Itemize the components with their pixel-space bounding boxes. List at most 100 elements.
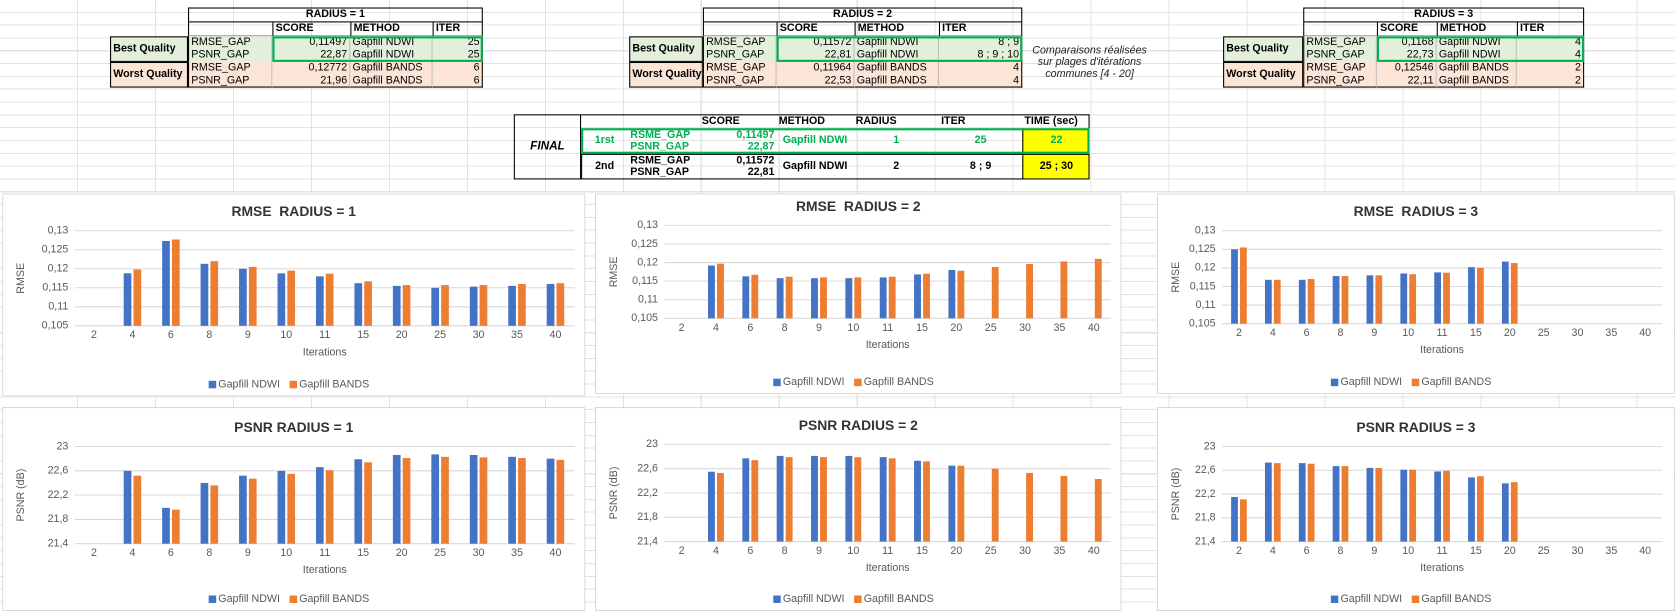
bar <box>751 460 759 542</box>
table-cell: Gapfill NDWI <box>854 49 939 62</box>
bar <box>1443 272 1450 324</box>
legend-label: Gapfill BANDS <box>1421 593 1491 605</box>
x-tick-label: 20 <box>1504 327 1516 339</box>
score: 0,11497 <box>736 129 775 141</box>
group-label: Worst Quality <box>1223 61 1304 88</box>
bar <box>392 285 401 326</box>
bar <box>879 277 887 319</box>
x-tick-label: 6 <box>168 329 174 341</box>
x-tick-label: 35 <box>1605 545 1617 557</box>
bar <box>991 267 999 319</box>
group-label: Best Quality <box>629 36 703 62</box>
bar <box>469 286 478 326</box>
x-tick-label: 35 <box>1053 545 1065 557</box>
bar <box>914 274 921 319</box>
bar <box>1501 261 1509 324</box>
legend-label: Gapfill BANDS <box>864 593 934 605</box>
bar <box>1400 273 1408 324</box>
x-tick-label: 9 <box>816 545 822 557</box>
y-tick-label: 0,13 <box>48 225 69 237</box>
table-cell: Gapfill BANDS <box>1436 74 1517 88</box>
score: 22,87 <box>747 141 775 153</box>
bar <box>1366 467 1374 542</box>
y-tick-label: 0,12 <box>637 256 658 268</box>
bar <box>991 468 999 542</box>
legend-label: Gapfill NDWI <box>783 593 845 605</box>
y-tick-label: 0,115 <box>632 275 658 287</box>
bar <box>923 461 930 542</box>
y-tick-label: 0,105 <box>1189 317 1216 329</box>
table-cell: RMSE_GAP <box>188 36 273 50</box>
bar <box>1409 469 1417 542</box>
legend-swatch <box>854 595 862 603</box>
y-tick-label: 0,12 <box>1195 262 1216 274</box>
table-cell: 0,11497 <box>272 36 351 50</box>
method: Gapfill NDWI <box>782 134 848 147</box>
bar <box>239 475 247 544</box>
chart-title: RMSE RADIUS = 1 <box>231 203 356 219</box>
x-tick-label: 8 <box>206 329 212 341</box>
x-tick-label: 6 <box>1304 545 1310 557</box>
header-cell: TIME (sec) <box>1024 114 1078 127</box>
bar <box>957 270 965 319</box>
x-tick-label: 35 <box>511 329 523 341</box>
x-tick-label: 6 <box>168 547 174 559</box>
bar <box>811 278 818 319</box>
x-tick-label: 11 <box>319 329 330 341</box>
bar <box>1375 275 1383 324</box>
header-cell: METHOD <box>854 22 939 37</box>
bar <box>441 456 449 544</box>
header-cell: ITER <box>941 114 966 127</box>
bar <box>469 455 478 544</box>
x-tick-label: 10 <box>847 545 859 557</box>
legend-label: Gapfill NDWI <box>218 378 280 390</box>
x-tick-label: 6 <box>747 545 753 557</box>
x-axis-title: Iterations <box>866 339 910 351</box>
bar <box>171 239 180 326</box>
y-tick-label: 21,4 <box>637 535 658 547</box>
x-tick-label: 35 <box>1053 322 1065 334</box>
table-cell: Gapfill BANDS <box>350 61 433 75</box>
x-tick-label: 6 <box>747 322 753 334</box>
bar <box>776 455 784 542</box>
table-cell: Gapfill NDWI <box>1436 49 1517 62</box>
bar <box>133 475 142 544</box>
bar <box>277 273 286 326</box>
table-title: RADIUS = 1 <box>188 7 483 23</box>
y-tick-label: 0,12 <box>48 263 69 275</box>
chart-title: RMSE RADIUS = 2 <box>796 198 921 214</box>
x-axis-title: Iterations <box>1420 562 1464 574</box>
x-tick-label: 10 <box>280 329 292 341</box>
table-cell: 6 <box>432 61 483 75</box>
y-tick-label: 0,105 <box>631 312 658 324</box>
x-tick-label: 4 <box>1270 327 1276 339</box>
table-cell: RMSE_GAP <box>1303 61 1377 75</box>
bar <box>287 473 296 544</box>
header-cell: SCORE <box>1376 22 1437 37</box>
y-axis-title: RMSE <box>15 263 27 294</box>
x-tick-label: 30 <box>1019 322 1031 334</box>
y-tick-label: 0,125 <box>631 238 658 250</box>
group-label: Worst Quality <box>629 61 703 88</box>
bar <box>508 285 516 326</box>
x-tick-label: 2 <box>91 329 97 341</box>
note: Comparaisons réalisées sur plages d'itér… <box>1032 44 1147 81</box>
chart: PSNR RADIUS = 1 21,4 21,8 22,2 22,6 23 2 4 6 8 9 10… <box>2 406 586 611</box>
bar <box>1341 466 1349 542</box>
x-tick-label: 4 <box>1270 545 1276 557</box>
table-cell: PSNR_GAP <box>702 74 777 88</box>
table-cell: 22,87 <box>272 49 351 62</box>
bar <box>546 283 555 326</box>
bar <box>518 283 526 326</box>
legend-swatch <box>208 595 217 603</box>
bar <box>879 457 887 542</box>
legend-label: Gapfill NDWI <box>1340 376 1402 388</box>
table-cell: 0,11964 <box>776 61 855 75</box>
y-tick-label: 21,4 <box>48 538 69 550</box>
x-tick-label: 30 <box>1572 545 1584 557</box>
x-tick-label: 9 <box>245 547 251 559</box>
bar <box>1026 472 1033 542</box>
legend-swatch <box>1411 595 1420 603</box>
x-axis-title: Iterations <box>866 562 910 574</box>
table-cell: Gapfill NDWI <box>854 36 939 50</box>
